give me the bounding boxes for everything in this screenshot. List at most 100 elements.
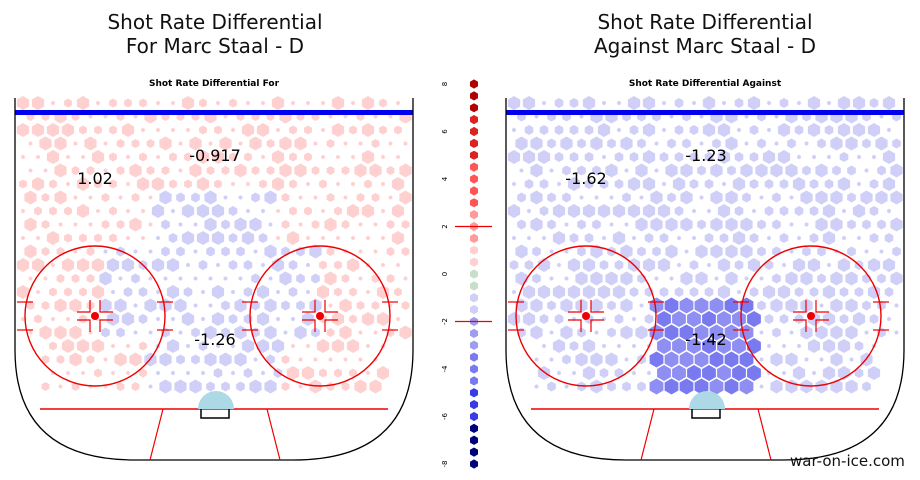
hexbin-cell [617, 127, 621, 133]
hexbin-cell [286, 366, 300, 380]
hexbin-cell [607, 327, 616, 338]
hexbin-cell [228, 233, 238, 243]
hexbin-cell [892, 138, 901, 149]
hexbin-cell [809, 287, 819, 297]
hexbin-cell [21, 316, 25, 322]
hexbin-cell [787, 138, 796, 149]
hexbin-cell [66, 316, 70, 322]
hexbin-cell [534, 114, 539, 119]
hexbin-cell [298, 222, 303, 227]
hexbin-cell [79, 287, 87, 297]
hexbin-cell [321, 235, 325, 241]
hexbin-cell [709, 297, 724, 314]
hexbin-cell [622, 192, 631, 203]
hexbin-cell [759, 276, 764, 281]
hexbin-cell [331, 123, 345, 137]
hexbin-cell [266, 139, 275, 148]
region-value-label: 1.02 [77, 169, 113, 188]
hexbin-cell [757, 246, 766, 257]
hexbin-cell [650, 217, 663, 232]
hexbin-cell [830, 298, 843, 313]
hexbin-cell [762, 150, 776, 164]
hexbin-cell [371, 301, 380, 310]
hexbin-cell [830, 190, 843, 205]
hexbin-cell [534, 384, 539, 389]
hexbin-cell [579, 114, 584, 119]
hexbin-cell [281, 220, 290, 229]
hexbin-cell [789, 195, 794, 200]
hexbin-cell [877, 165, 886, 176]
hexbin-cell [106, 258, 120, 272]
hexbin-cell [221, 300, 230, 311]
hexbin-cell [391, 231, 405, 245]
hexbin-cell [815, 379, 828, 394]
hexbin-cell [532, 246, 541, 257]
hexbin-cell [617, 100, 621, 106]
hexbin-cell [328, 303, 333, 308]
hashmark [590, 319, 604, 332]
hexbin-cell [577, 165, 586, 176]
hexbin-cell [51, 100, 55, 106]
hexbin-cell [211, 285, 225, 299]
left-title-line-1: Shot Rate Differential [107, 10, 323, 34]
legend-swatch [470, 103, 478, 113]
hexbin-cell [193, 249, 198, 254]
hexbin-cell [512, 127, 516, 133]
hexbin-cell [43, 276, 48, 281]
hexbin-cell [884, 233, 894, 243]
hexbin-cell [146, 139, 155, 148]
hexbin-cell [21, 154, 25, 160]
hexbin-cell [892, 246, 901, 257]
hexbin-cell [669, 276, 674, 281]
hexbin-cell [49, 287, 57, 297]
legend-swatch [470, 198, 478, 208]
hexbin-cell [141, 127, 145, 133]
hexbin-cell [349, 125, 357, 135]
hexbin-cell [138, 314, 148, 324]
hexbin-cell [719, 233, 729, 243]
hexbin-cell [54, 325, 67, 340]
hexbin-cell [649, 378, 664, 395]
hexbin-cell [637, 246, 646, 257]
hexbin-cell [827, 100, 831, 106]
trapezoid-line [640, 408, 655, 461]
hexbin-cell [186, 370, 190, 376]
hexbin-cell [590, 271, 603, 286]
blue-line [506, 110, 904, 115]
hexbin-cell [371, 274, 380, 283]
hexbin-cell [181, 231, 195, 245]
legend-swatch [470, 281, 478, 291]
region-value-label: -1.62 [565, 169, 606, 188]
hashmark [815, 319, 829, 332]
hexbin-cell [396, 100, 400, 106]
hexbin-cell [717, 258, 731, 272]
hexbin-cell [674, 98, 684, 108]
hexbin-cell [509, 260, 519, 270]
hexbin-cell [279, 136, 292, 151]
hexbin-cell [204, 325, 217, 340]
hexbin-cell [109, 206, 117, 216]
legend-swatch [470, 411, 478, 422]
hexbin-cell [702, 123, 716, 137]
hexbin-cell [121, 312, 135, 326]
hexbin-cell [214, 179, 222, 189]
hexbin-cell [557, 181, 561, 187]
hexbin-cell [221, 327, 230, 338]
hexbin-cell [669, 114, 674, 119]
hexbin-cell [304, 206, 312, 216]
hexbin-cell [244, 152, 252, 162]
right-title-line-2: Against Marc Staal - D [593, 34, 817, 58]
hexbin-cell [524, 260, 534, 270]
hexbin-cell [381, 262, 385, 268]
hashmark [302, 319, 316, 332]
hexbin-cell [679, 324, 694, 341]
hexbin-cell [584, 233, 594, 243]
hexbin-cell [654, 168, 659, 173]
hexbin-cell [94, 368, 102, 378]
hexbin-cell [246, 100, 250, 106]
hexbin-cell [189, 379, 202, 394]
hexbin-cell [271, 339, 285, 353]
legend-swatch [470, 400, 478, 410]
hexbin-cell [361, 150, 375, 164]
hexbin-cell [206, 381, 215, 392]
